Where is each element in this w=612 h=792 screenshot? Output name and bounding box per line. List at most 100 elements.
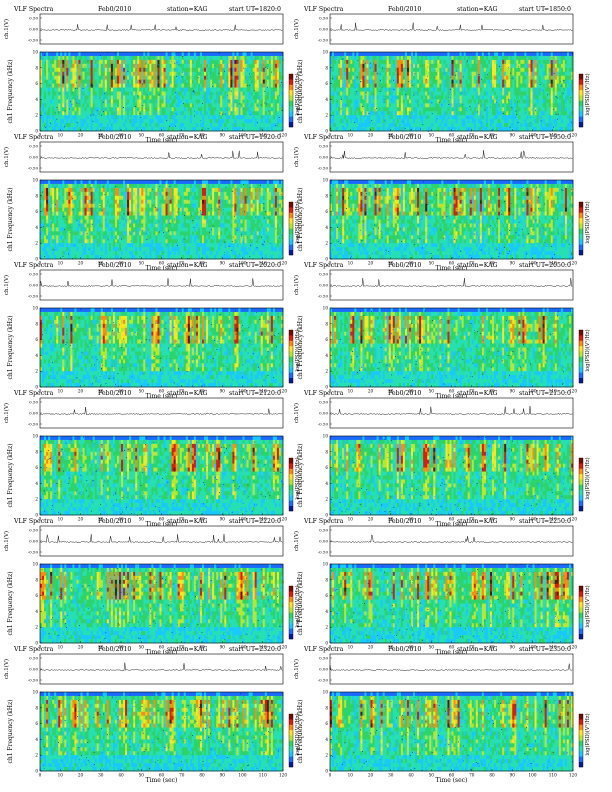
y-tick-label: 0 [35,769,38,774]
x-tick-label: 10 [58,261,64,266]
x-tick-label: 70 [469,133,475,138]
start-label: start UT [519,6,546,13]
spectrogram-svg: VLF Spectra Feb0/2010 station=KAG start UT=… [293,262,591,400]
v-tick-label: -0.50 [28,422,39,427]
y-tick-label: 0 [325,769,328,774]
v-tick-label: -0.50 [28,38,39,43]
waveform-ylabel: ch.1(V) [293,531,300,551]
x-tick-label: 100 [239,773,247,778]
waveform-frame [39,397,284,429]
chart-title: VLF Spectra [303,390,344,397]
chart-title: VLF Spectra [303,6,344,13]
x-tick-label: 120 [279,645,287,650]
x-axis-label: Time (sec) [146,649,178,656]
station-label: station=KAG [167,390,208,397]
x-tick-label: 110 [549,261,557,266]
x-tick-label: 70 [469,389,475,394]
y-tick-label: 0 [325,513,328,518]
y-tick-label: 2 [35,369,38,374]
waveform-ylabel: ch.1(V) [3,19,10,39]
colorbar-label: log(PSD)(V²/Hz) [294,329,301,371]
y-tick-label: 0 [35,513,38,518]
waveform-ylabel: ch.1(V) [3,659,10,679]
x-tick-label: 20 [78,389,84,394]
x-tick-label: 120 [279,389,287,394]
spectrogram-svg: VLF Spectra Feb0/2010 station=KAG start UT=… [293,646,591,784]
spectrogram-image [40,180,284,260]
colorbar [578,713,584,768]
v-tick-label: -0.50 [318,422,329,427]
spectrogram-panel: VLF Spectra Feb0/2010 station=KAG start UT =… [0,388,306,528]
x-tick-label: 10 [348,261,354,266]
chart-title: VLF Spectra [13,518,54,525]
y-tick-label: 10 [323,306,329,311]
colorbar-label: log(PSD)(V²/Hz) [294,585,301,627]
y-tick-label: 6 [35,721,38,726]
x-tick-label: 30 [98,645,104,650]
x-tick-label: 80 [199,261,205,266]
chart-date: Feb0/2010 [388,518,421,525]
y-tick-label: 6 [35,81,38,86]
x-tick-label: 120 [569,133,577,138]
waveform-ylabel: ch.1(V) [3,147,10,167]
v-tick-label: 0.50 [319,272,328,277]
x-tick-label: 70 [469,261,475,266]
x-tick-label: 50 [429,645,435,650]
x-tick-label: 120 [569,517,577,522]
waveform-trace [39,24,283,31]
y-tick-label: 8 [325,449,328,454]
spectrogram-image [330,308,574,388]
spectrogram-panel: VLF Spectra Feb0/2010 station=KAG start UT =… [0,132,306,272]
x-tick-label: 10 [58,645,64,650]
x-tick-label: 80 [489,517,495,522]
x-tick-label: 110 [259,645,267,650]
v-tick-label: 0.00 [29,411,38,416]
x-tick-label: 0 [39,133,42,138]
colorbar-label: log(PSD)(V²/Hz) [584,73,591,115]
y-tick-label: 6 [325,593,328,598]
waveform-ylabel: ch.1(V) [3,403,10,423]
x-tick-label: 50 [429,773,435,778]
v-tick-label: 0.00 [29,667,38,672]
x-tick-label: 90 [220,389,226,394]
station-label: station=KAG [167,262,208,269]
waveform-ylabel: ch.1(V) [293,403,300,423]
start-ut: =2220:0 [254,518,281,525]
start-ut: =1820:0 [254,6,281,13]
x-tick-label: 70 [469,773,475,778]
colorbar-label: log(PSD)(V²/Hz) [294,457,301,499]
y-tick-label: 4 [325,481,328,486]
x-tick-label: 50 [139,645,145,650]
x-tick-label: 80 [489,773,495,778]
waveform-trace [39,662,283,671]
x-axis-label: Time (sec) [146,777,178,784]
x-tick-label: 120 [279,133,287,138]
station-label: station=KAG [457,134,498,141]
y-tick-label: 8 [35,449,38,454]
y-axis-label: ch1 Frequency (kHz) [7,59,14,123]
v-tick-label: 0.50 [29,656,38,661]
x-tick-label: 90 [510,645,516,650]
x-tick-label: 30 [388,645,394,650]
colorbar-label: log(PSD)(V²/Hz) [584,457,591,499]
waveform-frame [329,397,574,429]
y-tick-label: 0 [325,257,328,262]
y-tick-label: 2 [35,497,38,502]
spectrogram-panel: VLF Spectra Feb0/2010 station=KAG start UT =… [0,644,306,784]
x-tick-label: 50 [139,517,145,522]
x-tick-label: 60 [159,517,165,522]
x-tick-label: 20 [368,261,374,266]
x-tick-label: 60 [449,133,455,138]
x-tick-label: 110 [259,773,267,778]
y-axis-label: ch1 Frequency (kHz) [7,443,14,507]
station-label: station=KAG [167,6,208,13]
waveform-trace [329,406,573,415]
v-tick-label: 0.00 [319,411,328,416]
y-tick-label: 10 [323,690,329,695]
y-tick-label: 2 [325,753,328,758]
chart-date: Feb0/2010 [98,518,131,525]
spectrogram-svg: VLF Spectra Feb0/2010 station=KAG start UT=… [3,390,301,528]
spectrogram-panel: VLF Spectra Feb0/2010 station=KAG start UT =… [290,516,596,656]
y-tick-label: 8 [325,705,328,710]
v-tick-label: 0.50 [29,272,38,277]
